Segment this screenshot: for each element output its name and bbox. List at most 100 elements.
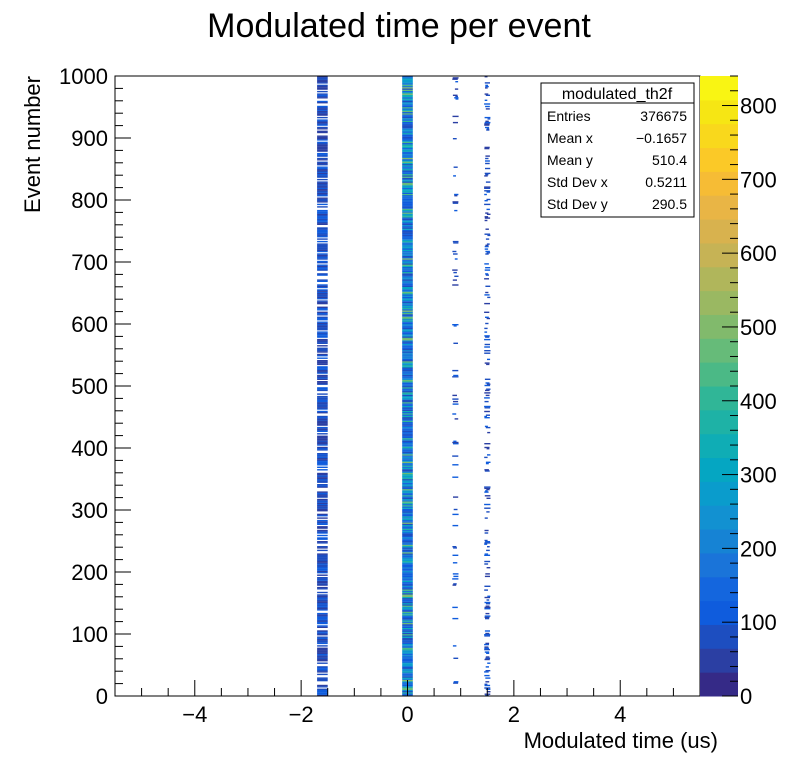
palette-swatch: [700, 576, 738, 602]
heatmap-cell: [402, 541, 413, 543]
heatmap-cell: [402, 621, 413, 623]
heatmap-cell: [402, 193, 413, 196]
heatmap-cell: [402, 213, 413, 215]
heatmap-cell: [317, 197, 328, 199]
heatmap-cell: [484, 175, 488, 177]
heatmap-cell: [402, 544, 413, 547]
heatmap-cell: [452, 269, 458, 271]
heatmap-cell: [484, 495, 491, 497]
heatmap-cell: [402, 668, 413, 671]
heatmap-cell: [317, 200, 328, 202]
heatmap-cell: [402, 120, 413, 122]
heatmap-cell: [317, 660, 328, 662]
heatmap-cell: [484, 82, 490, 84]
heatmap-cell: [317, 651, 328, 653]
heatmap-cell: [402, 257, 413, 259]
heatmap-cell: [402, 469, 413, 471]
heatmap-cell: [317, 456, 328, 459]
heatmap-cell: [317, 119, 328, 121]
heatmap-cell: [452, 455, 459, 457]
heatmap-cell: [317, 612, 328, 615]
heatmap-cell: [317, 495, 328, 497]
heatmap-cell: [402, 563, 413, 565]
heatmap-cell: [402, 99, 413, 101]
heatmap-cell: [317, 307, 328, 310]
heatmap-cell: [484, 532, 489, 534]
heatmap-cell: [402, 242, 413, 244]
heatmap-cell: [402, 513, 413, 516]
heatmap-cell: [453, 547, 457, 549]
stats-title: modulated_th2f: [562, 86, 673, 103]
heatmap-cell: [486, 497, 491, 499]
heatmap-cell: [402, 317, 413, 320]
z-tick-label: 700: [740, 167, 777, 192]
heatmap-cell: [402, 476, 413, 478]
heatmap-cell: [402, 589, 413, 591]
heatmap-cell: [317, 619, 328, 621]
heatmap-cell: [484, 172, 491, 175]
heatmap-cell: [402, 436, 413, 439]
heatmap-cell: [317, 154, 328, 156]
palette-swatch: [700, 433, 738, 459]
heatmap-cell: [317, 505, 328, 507]
heatmap-cell: [485, 617, 490, 620]
heatmap-cell: [402, 496, 413, 498]
heatmap-cell: [317, 565, 328, 568]
heatmap-cell: [317, 399, 328, 401]
heatmap-cell: [317, 418, 328, 420]
heatmap-cell: [486, 129, 490, 131]
heatmap-cell: [452, 201, 459, 203]
heatmap-cell: [402, 281, 413, 284]
heatmap-cell: [317, 621, 328, 623]
heatmap-cell: [402, 252, 413, 254]
heatmap-cell: [317, 580, 328, 583]
heatmap-cell: [317, 527, 328, 529]
heatmap-cell: [402, 156, 413, 158]
heatmap-cell: [402, 389, 413, 392]
heatmap-cell: [317, 620, 328, 622]
heatmap-cell: [317, 162, 328, 165]
heatmap-cell: [402, 559, 413, 561]
heatmap-cell: [317, 507, 328, 509]
heatmap-cell: [486, 128, 490, 130]
heatmap-cell: [402, 508, 413, 511]
heatmap-cell: [402, 501, 413, 503]
z-tick-label: 300: [740, 463, 777, 488]
heatmap-cell: [486, 198, 491, 201]
heatmap-cell: [402, 160, 413, 162]
heatmap-cell: [317, 136, 328, 139]
heatmap-cell: [317, 267, 328, 269]
heatmap-cell: [317, 181, 328, 183]
heatmap-cell: [317, 150, 328, 152]
heatmap-cell: [317, 498, 328, 501]
heatmap-cell: [402, 603, 413, 605]
heatmap-cell: [317, 78, 328, 80]
heatmap-cell: [453, 175, 456, 177]
heatmap-cell: [402, 393, 413, 395]
heatmap-cell: [317, 209, 328, 212]
heatmap-cell: [402, 672, 413, 674]
heatmap-cell: [402, 439, 413, 441]
heatmap-cell: [317, 614, 328, 616]
heatmap-cell: [317, 260, 328, 263]
heatmap-cell: [402, 164, 413, 166]
heatmap-cell: [402, 271, 413, 274]
heatmap-cell: [402, 198, 413, 201]
heatmap-cell: [317, 169, 328, 171]
heatmap-cell: [317, 640, 328, 642]
heatmap-cell: [402, 112, 413, 114]
heatmap-cell: [402, 412, 413, 414]
heatmap-cell: [402, 656, 413, 658]
heatmap-cell: [402, 84, 413, 87]
heatmap-cell: [485, 212, 489, 214]
heatmap-cell: [402, 676, 413, 678]
heatmap-cell: [485, 336, 490, 338]
heatmap-cell: [455, 95, 458, 98]
heatmap-cell: [317, 351, 328, 353]
heatmap-cell: [317, 457, 328, 460]
heatmap-cell: [317, 606, 328, 609]
heatmap-cell: [484, 327, 488, 330]
heatmap-cell: [317, 508, 328, 511]
heatmap-cell: [317, 100, 328, 103]
heatmap-cell: [402, 673, 413, 676]
